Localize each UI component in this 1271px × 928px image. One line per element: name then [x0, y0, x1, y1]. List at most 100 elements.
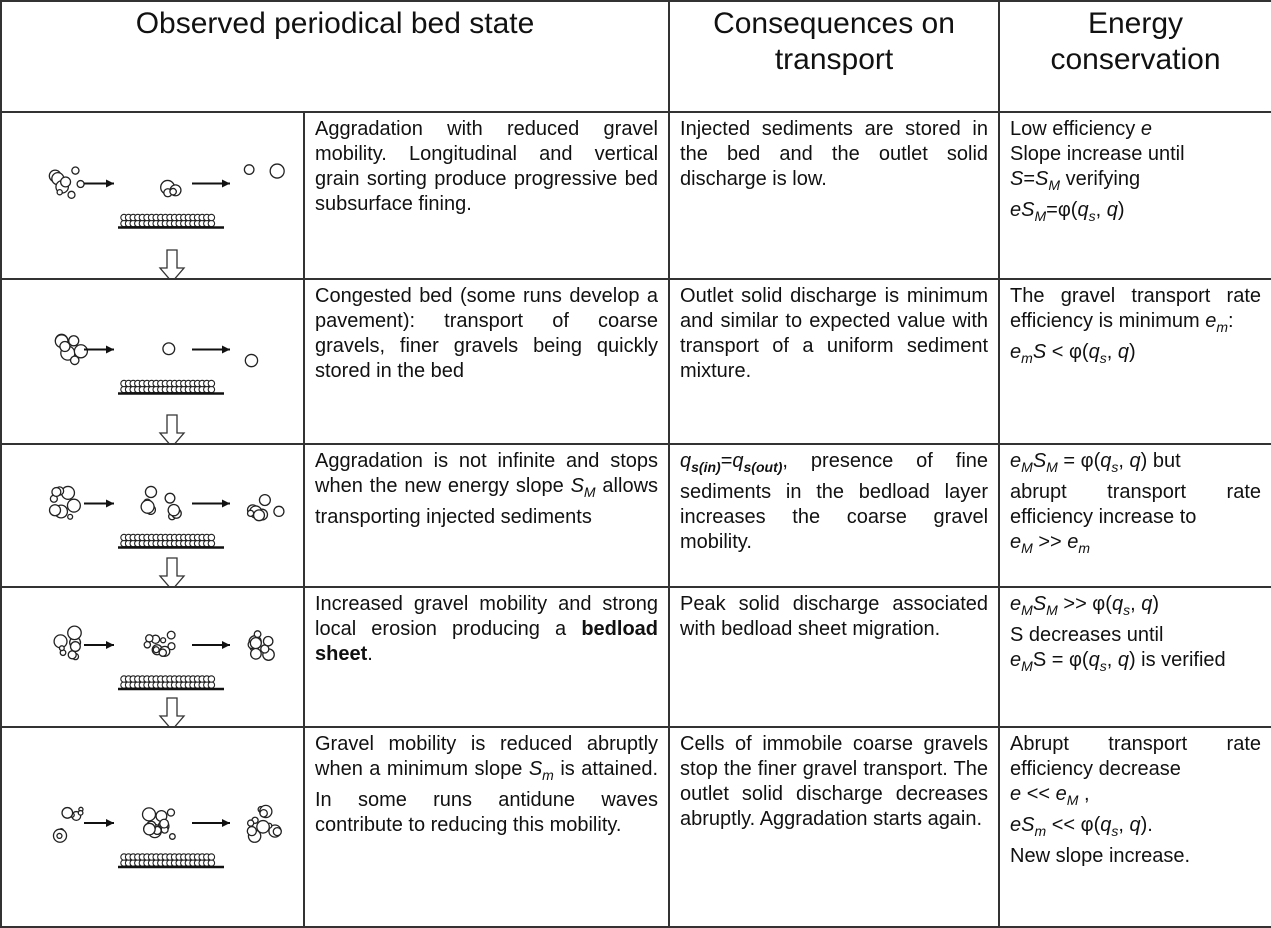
text-run: M [1034, 208, 1047, 224]
grain [259, 808, 268, 818]
text-run: M [1021, 602, 1033, 618]
text-run: , [1078, 783, 1090, 805]
grain [169, 187, 177, 196]
flow-arrow-head [106, 345, 114, 354]
text-run: M [1021, 459, 1033, 475]
text-run: =φ( [1046, 199, 1078, 221]
text-run: Peak solid discharge associated with bed… [680, 593, 989, 640]
grain [71, 166, 80, 175]
diagram-cell [0, 111, 305, 280]
header-cell: Consequences on transport [668, 0, 1001, 113]
grain [158, 648, 168, 657]
text-run: q [732, 450, 744, 472]
text-run: M [1021, 658, 1033, 674]
flow-arrow-head [106, 499, 114, 508]
grain [67, 513, 74, 520]
bed-grain [207, 681, 216, 689]
text-run: S [1010, 168, 1024, 190]
text-run: q [1111, 593, 1124, 615]
transport-cell: Injected sediments are stored in the bed… [668, 111, 1001, 280]
text-run: ) [1152, 593, 1159, 615]
table-row: Increased gravel mobility and strong loc… [0, 586, 1271, 728]
description-cell: Gravel mobility is reduced abruptly when… [302, 726, 671, 928]
grain [168, 833, 176, 840]
text-run: ) but [1140, 450, 1181, 472]
text-run: q [1129, 814, 1141, 836]
grain [256, 819, 270, 834]
diagram-cell [0, 726, 305, 928]
text-run: m [1216, 319, 1229, 335]
paragraph: Aggradation with reduced gravel mobility… [315, 117, 658, 217]
paragraph: Aggradation is not infinite and stops wh… [315, 449, 658, 530]
description-cell: Congested bed (some runs develop a pavem… [302, 278, 671, 445]
text-run: eS [1010, 814, 1035, 836]
text-run: e [1140, 118, 1152, 140]
grain [166, 808, 176, 817]
bed-grain [207, 853, 216, 861]
paragraph: eMSM >> φ(qs, q) [1010, 592, 1261, 623]
grain [258, 493, 271, 507]
text-run: m [1021, 350, 1033, 366]
bed-grain [207, 219, 216, 228]
grain [273, 505, 285, 518]
text-run: Abrupt transport rate efficiency decreas… [1010, 733, 1262, 780]
grain [58, 645, 65, 652]
grain [68, 335, 80, 347]
grain [76, 179, 85, 189]
flow-arrow-head [222, 179, 230, 188]
grain [246, 825, 258, 837]
grain [262, 635, 274, 647]
text-run: ) is verified [1128, 649, 1226, 671]
flow-arrow-head [106, 641, 114, 649]
next-state-arrow [158, 557, 186, 586]
text-run: S [1032, 450, 1047, 472]
text-run: s [1123, 602, 1131, 618]
paragraph: e << eM , [1010, 782, 1261, 813]
text-run: >> [1032, 531, 1068, 553]
text-run: e [1010, 783, 1022, 805]
flow-arrow-head [222, 499, 230, 508]
text-run: q [1077, 199, 1089, 221]
text-run: , [1106, 649, 1118, 671]
grain [159, 818, 170, 829]
transport-cell: qs(in)=qs(out), presence of fine sedimen… [668, 443, 1001, 588]
grain [167, 503, 181, 517]
paragraph: emS < φ(qs, q) [1010, 340, 1261, 371]
text-run: e [1205, 310, 1217, 332]
grain [48, 504, 62, 517]
grain [77, 809, 84, 816]
text-run: ) [1128, 341, 1136, 363]
grain [246, 509, 255, 518]
text-run: Injected sediments are stored in the bed… [680, 118, 989, 190]
text-run: , [1118, 814, 1130, 836]
grain [56, 189, 63, 196]
text-run: Aggradation is not infinite and stops wh… [315, 450, 659, 497]
text-run: q [1141, 593, 1153, 615]
text-run: S [570, 475, 584, 497]
flow-arrow-head [222, 345, 230, 354]
text-run: ). [1140, 814, 1153, 836]
text-run: s(out) [743, 459, 783, 475]
text-run: m [1078, 540, 1091, 556]
grain [66, 498, 81, 513]
text-run: s [1111, 823, 1119, 839]
energy-cell: Abrupt transport rate efficiency decreas… [998, 726, 1271, 928]
text-run: Outlet solid discharge is minimum and si… [680, 285, 989, 382]
grain [160, 637, 167, 644]
grain [73, 344, 89, 359]
bed-grain [207, 533, 216, 542]
description-cell: Aggradation with reduced gravel mobility… [302, 111, 671, 280]
grain [67, 190, 76, 199]
next-state-arrow [158, 697, 186, 726]
bed-grain [207, 675, 216, 683]
grain [166, 630, 176, 640]
text-run: Low efficiency [1010, 118, 1141, 140]
bed-grain [207, 385, 216, 394]
table-row: Gravel mobility is reduced abruptly when… [0, 726, 1271, 928]
energy-cell: The gravel transport rate efficiency is … [998, 278, 1271, 445]
text-run: , [1130, 593, 1142, 615]
bed-grain [207, 539, 216, 548]
text-run: bedload sheet [315, 618, 659, 665]
text-run: q [1106, 199, 1118, 221]
text-run: = φ( [1057, 450, 1101, 472]
